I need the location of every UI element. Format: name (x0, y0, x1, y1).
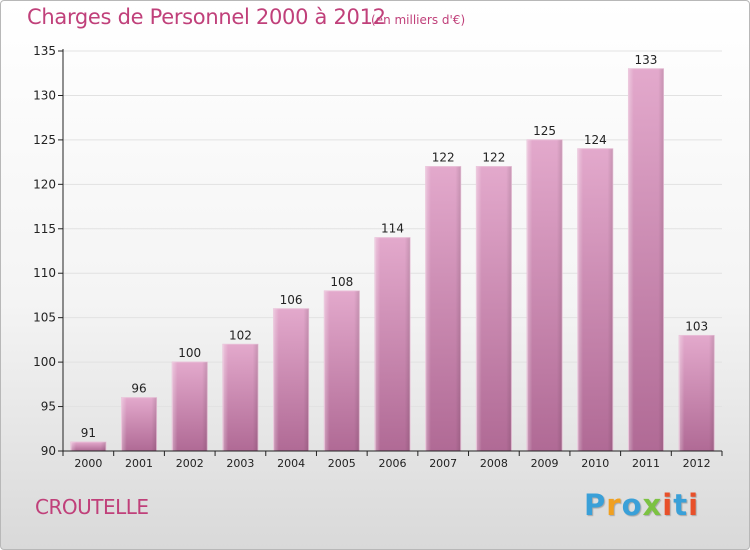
x-tick-label: 2010 (581, 457, 609, 470)
x-tick-label: 2001 (125, 457, 153, 470)
commune-name: CROUTELLE (35, 495, 149, 519)
bar-value-label: 124 (584, 133, 607, 147)
bar-shade (70, 442, 106, 451)
x-tick-label: 2006 (379, 457, 407, 470)
y-tick-label: 110 (33, 266, 56, 280)
chart-title: Charges de Personnel 2000 à 2012 (27, 5, 386, 29)
y-tick-label: 115 (33, 222, 56, 236)
y-tick-label: 105 (33, 311, 56, 325)
bar-shade (172, 362, 208, 451)
logo-letter: x (642, 488, 663, 522)
chart-unit-label: (en milliers d'€) (371, 13, 466, 27)
bar-shade (476, 166, 512, 452)
x-tick-label: 2003 (226, 457, 254, 470)
x-tick-label: 2007 (429, 457, 457, 470)
bar-value-label: 108 (330, 275, 353, 289)
y-tick-label: 100 (33, 355, 56, 369)
y-tick-label: 130 (33, 88, 56, 102)
bar-shade (679, 335, 715, 451)
y-tick-label: 135 (33, 44, 56, 58)
y-tick-label: 125 (33, 133, 56, 147)
bar-value-label: 100 (178, 346, 201, 360)
bar-value-label: 125 (533, 124, 556, 138)
y-tick-label: 95 (41, 400, 56, 414)
logo-letter: r (606, 488, 622, 522)
logo-letter: i (662, 488, 674, 522)
x-tick-label: 2011 (632, 457, 660, 470)
bar-value-label: 96 (131, 382, 146, 396)
x-tick-label: 2000 (74, 457, 102, 470)
x-tick-label: 2005 (328, 457, 356, 470)
proxiti-logo[interactable]: Proxiti (584, 488, 699, 522)
bar-value-label: 91 (81, 426, 96, 440)
bar-value-label: 122 (432, 151, 455, 165)
logo-letter: i (688, 488, 700, 522)
x-tick-label: 2002 (176, 457, 204, 470)
x-tick-label: 2009 (531, 457, 559, 470)
bar-shade (527, 139, 563, 451)
x-tick-label: 2012 (683, 457, 711, 470)
x-tick-label: 2004 (277, 457, 305, 470)
bar-shade (222, 344, 258, 451)
bar-shade (577, 148, 613, 451)
bar-shade (324, 291, 360, 451)
bar-value-label: 114 (381, 222, 404, 236)
bar-value-label: 106 (280, 293, 303, 307)
logo-letter: P (584, 488, 607, 522)
bar-shade (273, 308, 309, 451)
logo-letter: t (673, 488, 689, 522)
bar-value-label: 102 (229, 328, 252, 342)
bar-shade (628, 68, 664, 452)
bar-shade (121, 397, 157, 451)
bar-shade (375, 237, 410, 451)
bar-value-label: 103 (685, 319, 708, 333)
bar-value-label: 122 (482, 151, 505, 165)
bar-value-label: 133 (635, 53, 658, 67)
bar-shade (425, 166, 461, 452)
x-tick-label: 2008 (480, 457, 508, 470)
logo-letter: o (621, 488, 643, 522)
y-tick-label: 120 (33, 177, 56, 191)
y-tick-label: 90 (41, 444, 56, 458)
